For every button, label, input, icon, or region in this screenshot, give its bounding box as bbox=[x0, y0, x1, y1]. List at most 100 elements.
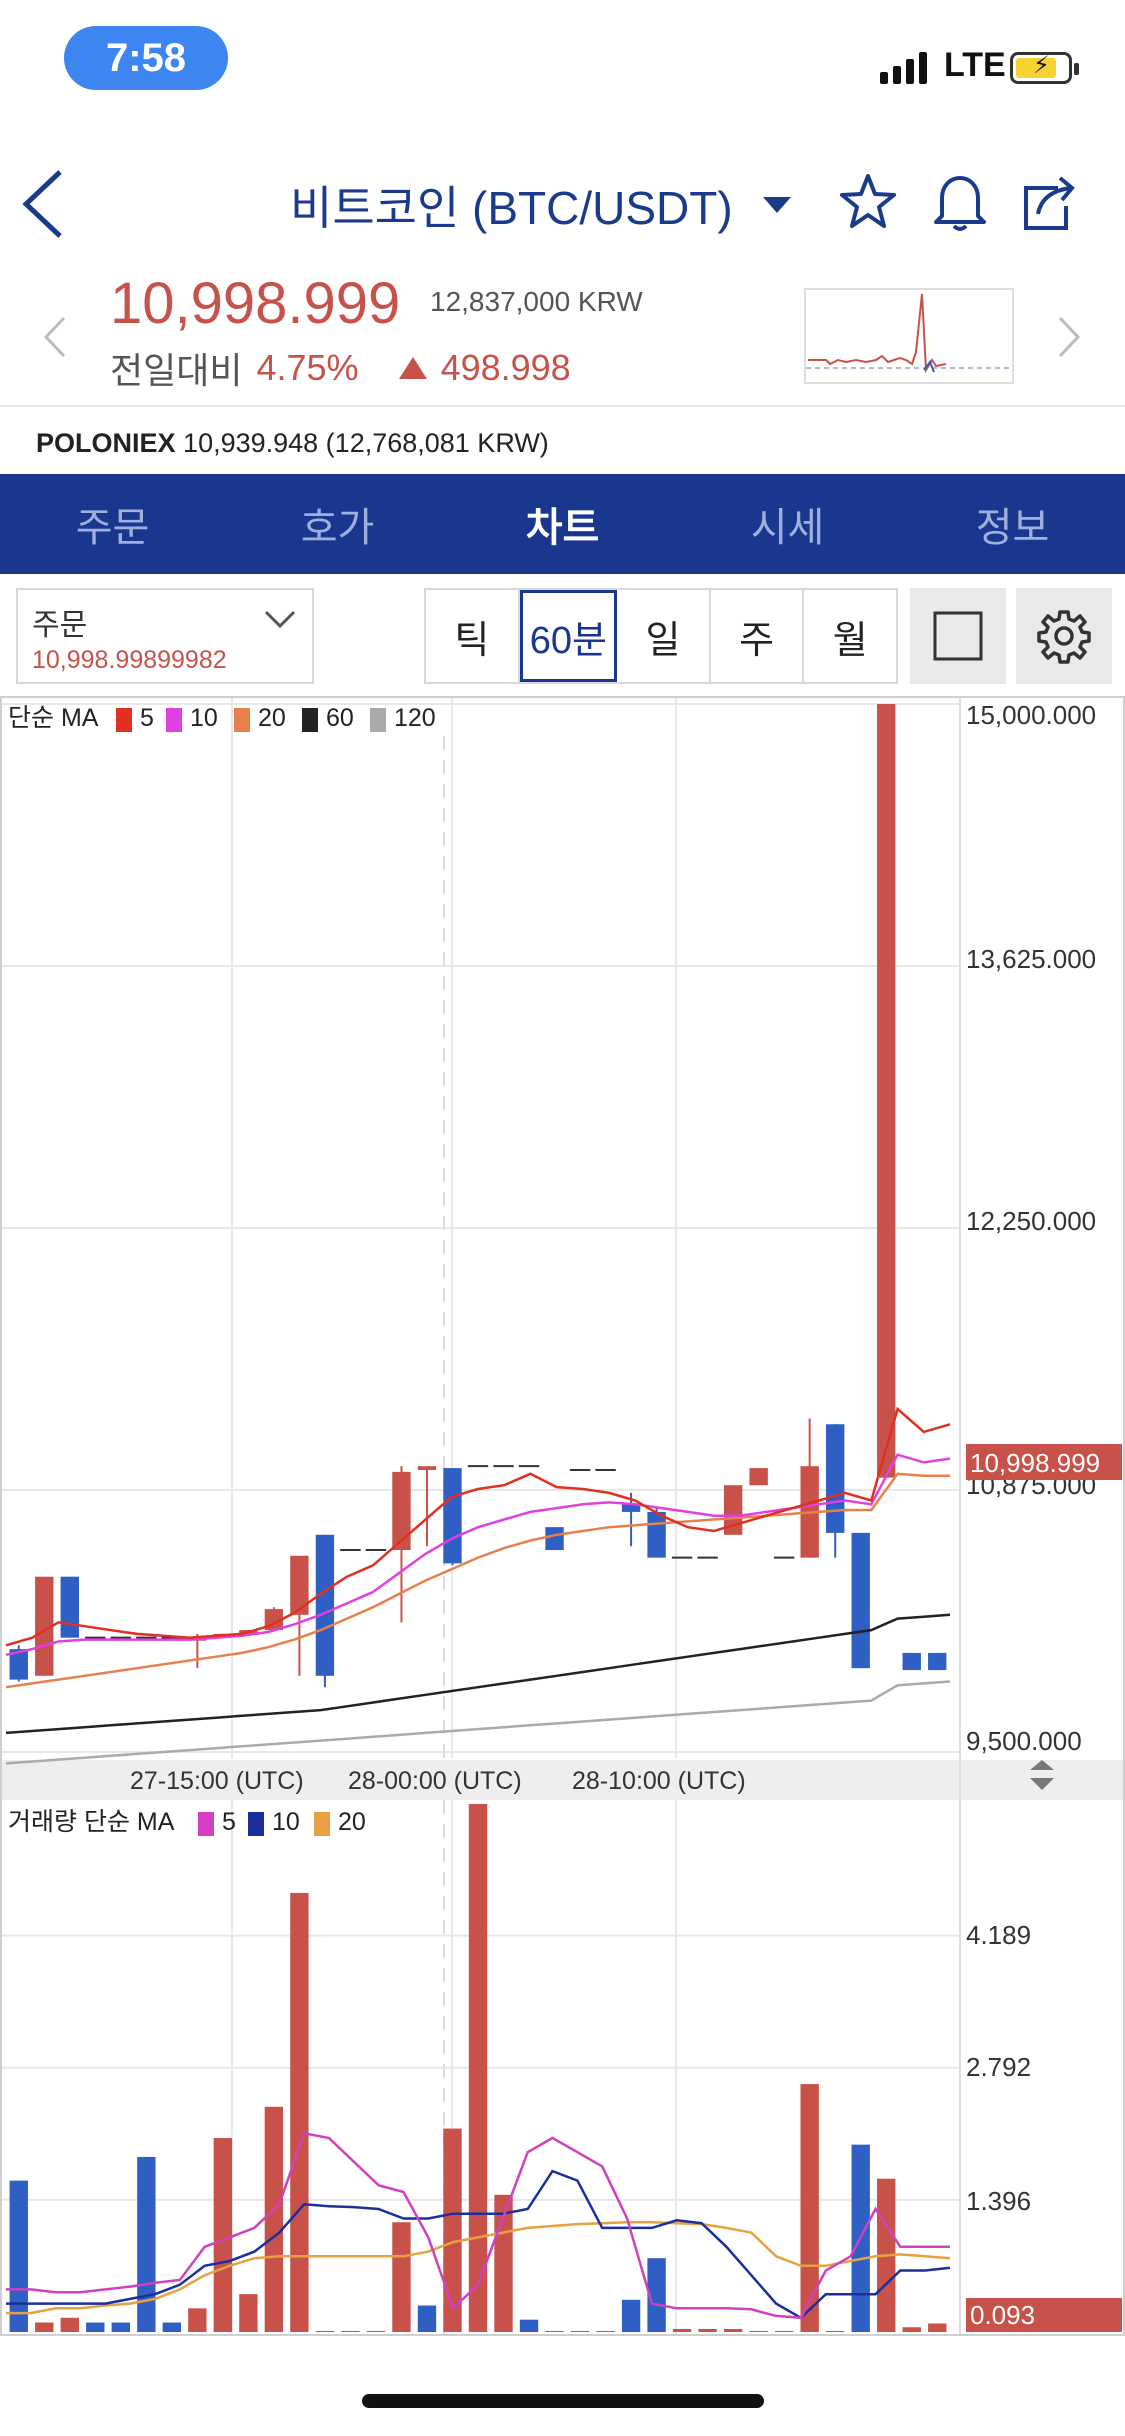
y-tick-3: 12,250.000 bbox=[966, 1206, 1096, 1236]
period-60min[interactable]: 60분 bbox=[519, 590, 618, 682]
legend-swatch-ma120 bbox=[370, 708, 386, 732]
volume-legend-title: 거래량 단순 MA bbox=[8, 1808, 175, 1836]
volume-ma10-line bbox=[6, 2169, 951, 2320]
volume-bar-27 bbox=[698, 2329, 717, 2332]
volume-bar-18 bbox=[468, 1804, 488, 2332]
candle-body-2 bbox=[60, 1576, 79, 1638]
volume-bar-20 bbox=[519, 2319, 539, 2332]
legend-swatch-ma5 bbox=[116, 708, 132, 732]
next-coin-button[interactable] bbox=[1054, 312, 1084, 362]
volume-bar-29 bbox=[749, 2331, 768, 2332]
volume-bar-30 bbox=[774, 2331, 794, 2332]
prev-coin-button[interactable] bbox=[40, 312, 70, 362]
mini-chart[interactable] bbox=[804, 288, 1014, 384]
current-price-tag: 10,998.999 bbox=[970, 1448, 1100, 1478]
page-title: 비트코인 (BTC/USDT) bbox=[290, 182, 733, 234]
alert-button[interactable] bbox=[928, 170, 992, 234]
volume-bar-9 bbox=[239, 2294, 258, 2332]
period-tick[interactable]: 틱 bbox=[426, 590, 520, 682]
volume-tick-2: 2.792 bbox=[966, 2052, 1031, 2082]
legend-ma20: 20 bbox=[258, 704, 286, 732]
price-volume-chart[interactable]: 단순 MA 5 10 20 60 120 27-15:00 (UTC) 28-00:00 (U… bbox=[0, 696, 1125, 2336]
period-day[interactable]: 일 bbox=[617, 590, 711, 682]
volume-bar-28 bbox=[723, 2329, 743, 2332]
volume-bar-11 bbox=[290, 1892, 309, 2332]
star-icon bbox=[840, 174, 896, 228]
volume-bar-5 bbox=[137, 2156, 156, 2332]
volume-bar-26 bbox=[672, 2329, 692, 2332]
settings-button[interactable] bbox=[1016, 588, 1112, 684]
order-label: 주문 bbox=[32, 609, 88, 642]
volume-bar-2 bbox=[60, 2317, 79, 2332]
resize-handle-icon[interactable] bbox=[1030, 1760, 1054, 1790]
volume-legend-ma5: 5 bbox=[222, 1808, 236, 1836]
chevron-left-icon bbox=[43, 316, 66, 358]
home-indicator[interactable] bbox=[362, 2394, 764, 2408]
caret-down-icon bbox=[762, 197, 791, 213]
volume-legend bbox=[198, 1812, 330, 1836]
volume-bar-31 bbox=[800, 2084, 819, 2332]
volume-bar-0 bbox=[9, 2180, 28, 2332]
volume-bar-14 bbox=[366, 2331, 386, 2332]
candle-body-28 bbox=[723, 1485, 743, 1535]
share-icon bbox=[1024, 176, 1075, 230]
divider bbox=[0, 405, 1125, 407]
candle-body-1 bbox=[35, 1576, 54, 1676]
tab-info[interactable]: 정보 bbox=[975, 506, 1050, 550]
change-value: 498.998 bbox=[440, 347, 571, 388]
order-select[interactable]: 주문 10,998.99899982 bbox=[16, 588, 314, 684]
current-volume-badge bbox=[966, 2298, 1122, 2332]
share-button[interactable] bbox=[1018, 170, 1082, 234]
triangle-up-icon bbox=[398, 357, 427, 379]
network-label: LTE bbox=[944, 46, 1006, 84]
period-month[interactable]: 월 bbox=[832, 619, 868, 662]
tab-market[interactable]: 시세 bbox=[750, 506, 825, 550]
tab-bar: 주문 호가 차트 시세 정보 bbox=[0, 474, 1125, 574]
tab-orderbook[interactable]: 호가 bbox=[300, 506, 375, 550]
chart-area[interactable]: 단순 MA 5 10 20 60 120 27-15:00 (UTC) 28-00:00 (U… bbox=[0, 696, 1125, 2336]
back-button[interactable] bbox=[18, 164, 78, 244]
current-volume-tag: 0.093 bbox=[970, 2300, 1035, 2330]
nav-header: 비트코인 (BTC/USDT) bbox=[0, 140, 1125, 260]
volume-bar-22 bbox=[570, 2331, 590, 2332]
signal-icon bbox=[880, 50, 927, 84]
time-axis-strip bbox=[2, 1760, 1123, 1800]
legend-ma10: 10 bbox=[190, 704, 218, 732]
x-label-2: 28-00:00 (UTC) bbox=[348, 1767, 522, 1795]
legend-swatch-ma60 bbox=[302, 708, 318, 732]
volume-bar-23 bbox=[596, 2331, 615, 2332]
fullscreen-button[interactable] bbox=[910, 588, 1006, 684]
legend-swatch-ma10 bbox=[166, 708, 182, 732]
coin-selector[interactable]: 비트코인 (BTC/USDT) bbox=[290, 172, 791, 238]
battery-icon: ⚡ bbox=[1010, 52, 1079, 84]
change-percent: 4.75% bbox=[256, 347, 359, 388]
period-week[interactable]: 주 bbox=[711, 590, 805, 682]
favorite-button[interactable] bbox=[836, 170, 900, 234]
candle-body-21 bbox=[545, 1527, 564, 1551]
y-tick-1: 15,000.000 bbox=[966, 700, 1096, 730]
x-label-3: 28-10:00 (UTC) bbox=[572, 1767, 746, 1795]
gear-icon bbox=[1037, 610, 1091, 664]
volume-bar-21 bbox=[545, 2331, 564, 2332]
chart-frame bbox=[0, 696, 1125, 2336]
tab-order[interactable]: 주문 bbox=[75, 506, 150, 550]
volume-swatch-ma5 bbox=[198, 1812, 214, 1836]
candle-body-25 bbox=[647, 1511, 666, 1558]
plot-layer bbox=[2, 698, 961, 2334]
back-icon bbox=[22, 170, 62, 238]
exchange-name: POLONIEX bbox=[36, 428, 176, 458]
chevron-down-icon bbox=[264, 610, 296, 629]
price-summary: 10,998.999 12,837,000 KRW 전일대비 4.75% 498… bbox=[0, 260, 1125, 405]
legend-swatch-ma20 bbox=[234, 708, 250, 732]
chevron-right-icon bbox=[1058, 316, 1081, 358]
y-tick-2: 13,625.000 bbox=[966, 944, 1096, 974]
tab-chart[interactable]: 차트 bbox=[525, 506, 600, 550]
candle-body-15 bbox=[392, 1471, 411, 1551]
square-icon bbox=[933, 611, 983, 661]
volume-bar-12 bbox=[315, 2331, 335, 2332]
candle-body-16 bbox=[417, 1466, 437, 1470]
volume-bar-36 bbox=[928, 2323, 947, 2332]
volume-bar-24 bbox=[621, 2299, 641, 2332]
volume-bar-8 bbox=[213, 2138, 233, 2332]
period-selector: 틱 60분 일 주 월 bbox=[424, 588, 898, 684]
